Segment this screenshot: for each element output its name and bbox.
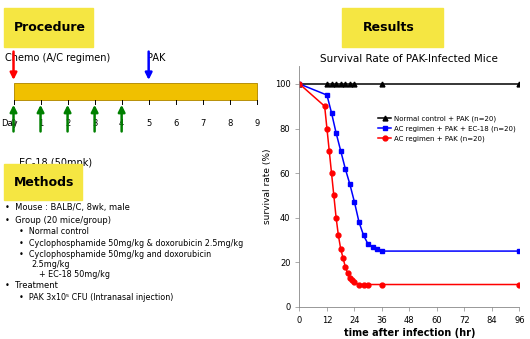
AC regimen + PAK + EC-18 (n=20) [351, 200, 358, 204]
AC regimen + PAK (n=20) [326, 149, 332, 153]
Text: •  Mouse : BALB/C, 8wk, male: • Mouse : BALB/C, 8wk, male [5, 203, 130, 213]
Text: 5: 5 [146, 119, 151, 128]
Normal control + PAK (n=20) [333, 82, 339, 86]
AC regimen + PAK (n=20) [344, 271, 351, 275]
AC regimen + PAK + EC-18 (n=20) [365, 242, 372, 246]
Normal control + PAK (n=20) [296, 82, 303, 86]
Normal control + PAK (n=20) [347, 82, 353, 86]
AC regimen + PAK (n=20) [296, 82, 303, 86]
Text: PAK: PAK [147, 53, 166, 62]
Line: Normal control + PAK (n=20): Normal control + PAK (n=20) [297, 81, 522, 86]
AC regimen + PAK (n=20) [349, 278, 355, 282]
AC regimen + PAK + EC-18 (n=20) [374, 247, 381, 251]
Text: Procedure: Procedure [14, 21, 85, 34]
AC regimen + PAK + EC-18 (n=20) [296, 82, 303, 86]
Legend: Normal control + PAK (n=20), AC regimen + PAK + EC-18 (n=20), AC regimen + PAK (: Normal control + PAK (n=20), AC regimen … [376, 113, 518, 145]
Normal control + PAK (n=20) [324, 82, 330, 86]
AC regimen + PAK (n=20) [347, 276, 353, 280]
Text: •  PAK 3x10⁵ CFU (Intranasal injection): • PAK 3x10⁵ CFU (Intranasal injection) [19, 293, 173, 302]
AC regimen + PAK (n=20) [365, 282, 372, 286]
AC regimen + PAK (n=20) [356, 282, 362, 286]
Normal control + PAK (n=20) [516, 82, 523, 86]
AC regimen + PAK (n=20) [331, 193, 337, 197]
Text: 7: 7 [200, 119, 206, 128]
FancyBboxPatch shape [4, 8, 93, 47]
Text: Results: Results [363, 21, 414, 34]
AC regimen + PAK (n=20) [324, 126, 330, 131]
Normal control + PAK (n=20) [379, 82, 385, 86]
Line: AC regimen + PAK + EC-18 (n=20): AC regimen + PAK + EC-18 (n=20) [297, 81, 522, 254]
Text: EC-18 (50mpk): EC-18 (50mpk) [19, 158, 92, 168]
Text: •  Cyclophosphamide 50mg/kg and doxorubicin: • Cyclophosphamide 50mg/kg and doxorubic… [19, 250, 211, 259]
Normal control + PAK (n=20) [338, 82, 344, 86]
X-axis label: time after infection (hr): time after infection (hr) [343, 327, 475, 338]
Title: Survival Rate of PAK-Infected Mice: Survival Rate of PAK-Infected Mice [321, 54, 498, 64]
AC regimen + PAK + EC-18 (n=20) [379, 249, 385, 253]
Text: 8: 8 [227, 119, 233, 128]
Text: 2: 2 [65, 119, 70, 128]
AC regimen + PAK (n=20) [379, 282, 385, 286]
Text: 9: 9 [254, 119, 259, 128]
AC regimen + PAK (n=20) [338, 247, 344, 251]
Text: Methods: Methods [14, 176, 74, 189]
AC regimen + PAK (n=20) [329, 171, 335, 175]
AC regimen + PAK + EC-18 (n=20) [369, 245, 376, 249]
Text: Chemo (A/C regimen): Chemo (A/C regimen) [5, 53, 111, 62]
AC regimen + PAK + EC-18 (n=20) [347, 182, 353, 186]
AC regimen + PAK + EC-18 (n=20) [516, 249, 523, 253]
AC regimen + PAK + EC-18 (n=20) [342, 166, 348, 171]
Text: 0: 0 [11, 119, 16, 128]
Normal control + PAK (n=20) [329, 82, 335, 86]
AC regimen + PAK + EC-18 (n=20) [356, 220, 362, 224]
AC regimen + PAK (n=20) [322, 104, 328, 108]
AC regimen + PAK (n=20) [335, 234, 341, 238]
AC regimen + PAK (n=20) [333, 216, 339, 220]
Text: •  Group (20 mice/group): • Group (20 mice/group) [5, 216, 111, 225]
Line: AC regimen + PAK (n=20): AC regimen + PAK (n=20) [297, 81, 522, 287]
Text: 6: 6 [173, 119, 179, 128]
Text: •  Normal control: • Normal control [19, 227, 89, 236]
AC regimen + PAK + EC-18 (n=20) [360, 234, 367, 238]
Text: 2.5mg/kg: 2.5mg/kg [31, 260, 69, 269]
Text: Day: Day [2, 119, 18, 128]
Y-axis label: survival rate (%): survival rate (%) [263, 149, 272, 224]
AC regimen + PAK (n=20) [360, 282, 367, 286]
AC regimen + PAK + EC-18 (n=20) [329, 111, 335, 115]
AC regimen + PAK (n=20) [340, 256, 346, 260]
AC regimen + PAK + EC-18 (n=20) [333, 131, 339, 135]
FancyBboxPatch shape [4, 164, 83, 200]
Text: 4: 4 [119, 119, 124, 128]
Text: 1: 1 [38, 119, 43, 128]
AC regimen + PAK + EC-18 (n=20) [324, 93, 330, 97]
Text: 3: 3 [92, 119, 98, 128]
AC regimen + PAK (n=20) [516, 282, 523, 286]
AC regimen + PAK + EC-18 (n=20) [338, 149, 344, 153]
Normal control + PAK (n=20) [351, 82, 358, 86]
FancyBboxPatch shape [342, 8, 443, 47]
Text: •  Treatment: • Treatment [5, 281, 58, 291]
AC regimen + PAK (n=20) [351, 280, 358, 284]
Normal control + PAK (n=20) [342, 82, 348, 86]
Text: + EC-18 50mg/kg: + EC-18 50mg/kg [39, 270, 110, 279]
Bar [14, 83, 257, 100]
AC regimen + PAK (n=20) [342, 265, 348, 269]
Text: •  Cyclophosphamide 50mg/kg & doxorubicin 2.5mg/kg: • Cyclophosphamide 50mg/kg & doxorubicin… [19, 239, 243, 248]
